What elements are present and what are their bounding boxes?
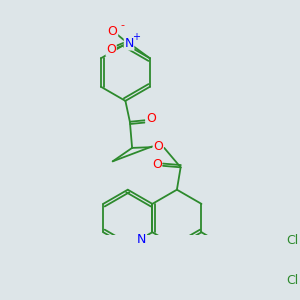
Text: -: - [120, 20, 124, 31]
Text: O: O [106, 43, 116, 56]
Text: N: N [137, 233, 146, 246]
Text: O: O [153, 140, 163, 153]
Text: Cl: Cl [286, 234, 298, 247]
Text: O: O [152, 158, 162, 171]
Text: Cl: Cl [286, 274, 298, 287]
Text: +: + [132, 32, 140, 42]
Text: O: O [108, 25, 118, 38]
Text: N: N [124, 37, 134, 50]
Text: O: O [146, 112, 156, 125]
